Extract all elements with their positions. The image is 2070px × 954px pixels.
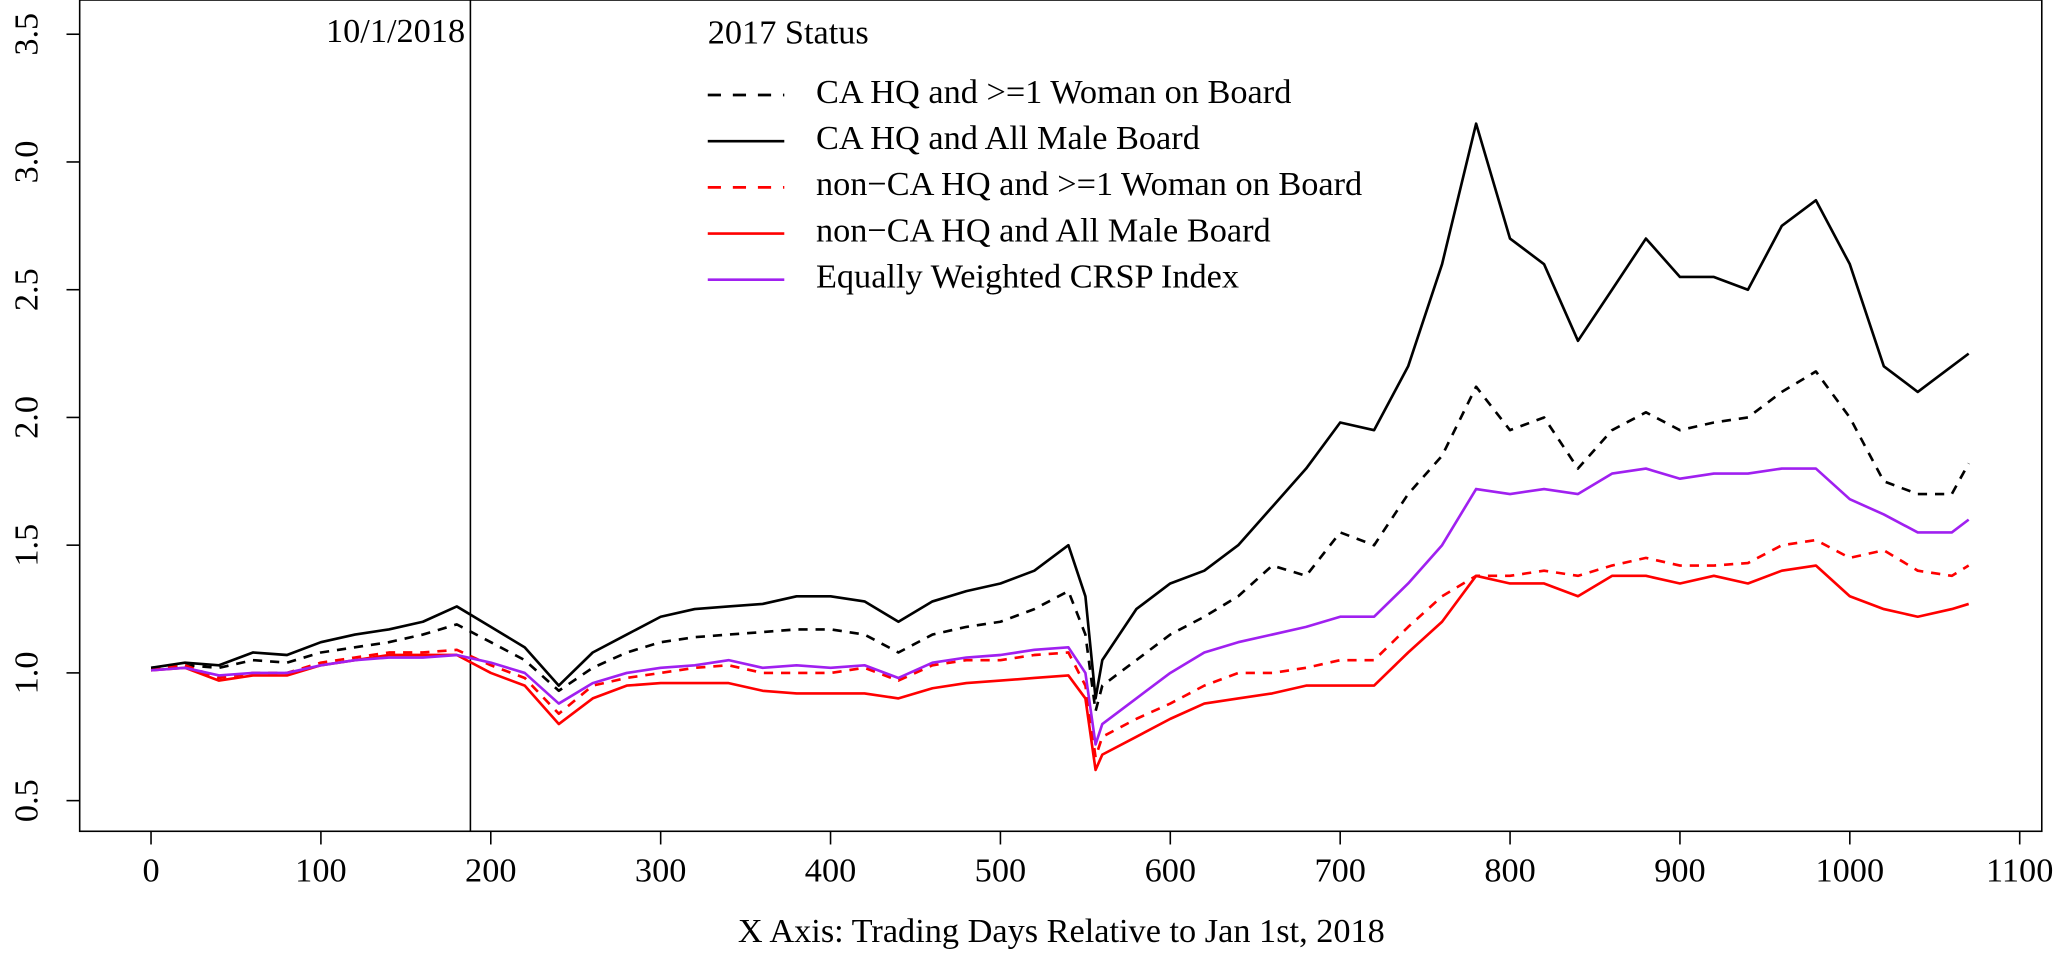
x-tick-label: 800 (1484, 851, 1535, 889)
x-tick-label: 300 (635, 851, 686, 889)
legend-title: 2017 Status (708, 14, 869, 52)
x-axis-label: X Axis: Trading Days Relative to Jan 1st… (738, 912, 1385, 950)
series-line (150, 467, 1970, 746)
x-tick-label: 0 (142, 851, 159, 889)
legend-label: non−CA HQ and >=1 Woman on Board (816, 165, 1362, 203)
y-tick-label: 3.5 (7, 13, 45, 56)
y-tick-label: 1.0 (7, 651, 45, 694)
x-tick-label: 400 (805, 851, 856, 889)
y-tick-label: 1.5 (7, 524, 45, 567)
x-tick-label: 900 (1654, 851, 1705, 889)
legend-label: CA HQ and >=1 Woman on Board (816, 73, 1291, 111)
x-tick-label: 600 (1145, 851, 1196, 889)
legend-label: CA HQ and All Male Board (816, 119, 1200, 157)
x-tick-label: 1000 (1816, 851, 1885, 889)
x-tick-label: 500 (975, 851, 1026, 889)
legend-label: Equally Weighted CRSP Index (816, 258, 1239, 296)
series-line (150, 538, 1970, 759)
legend-label: non−CA HQ and All Male Board (816, 211, 1271, 249)
series-line (150, 370, 1970, 713)
reference-label: 10/1/2018 (326, 12, 465, 50)
y-tick-label: 2.5 (7, 268, 45, 311)
x-tick-label: 100 (295, 851, 346, 889)
x-tick-label: 700 (1314, 851, 1365, 889)
y-tick-label: 0.5 (7, 779, 45, 822)
plot-frame (78, 0, 2043, 833)
series-line (150, 122, 1970, 700)
x-tick-label: 200 (465, 851, 516, 889)
y-tick-label: 3.0 (7, 141, 45, 184)
y-tick-label: 2.0 (7, 396, 45, 439)
x-tick-label: 1100 (1986, 851, 2053, 889)
series-line (150, 564, 1970, 772)
